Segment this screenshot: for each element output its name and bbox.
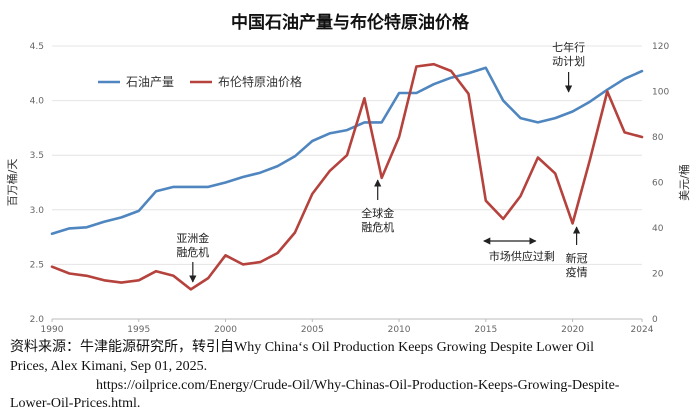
x-tick-label: 1995 [127,325,150,335]
x-tick-label: 2010 [388,325,411,335]
axes: 2.0 2.5 3.0 3.5 4.0 4.5 0 20 40 60 80 100 120 1990 199… [5,42,691,335]
series-line-2 [50,62,644,291]
x-tick-label: 1990 [41,325,64,335]
annotation-seven-year-plan-label: 七年行 [552,40,585,54]
legend-label-2: 布伦特原油价格 [218,74,302,89]
source-line-4: Lower-Oil-Prices.html. [10,396,141,411]
x-tick-label: 2015 [474,325,497,335]
y-right-axis-label: 美元/桶 [677,164,691,201]
annotation-asian-crisis-label: 亚洲金 [176,231,209,245]
annotation-seven-year-plan-label: 动计划 [552,55,585,68]
annotation-global-crisis-label: 融危机 [361,220,394,234]
y-left-tick-label: 3.5 [30,151,44,161]
source-line-3: https://oilprice.com/Energy/Crude-Oil/Wh… [96,378,620,393]
chart-title: 中国石油产量与布伦特原油价格 [231,13,469,33]
y-right-tick-label: 40 [652,224,664,234]
y-right-tick-label: 100 [652,88,669,98]
series-lines [50,62,644,291]
y-left-axis-label: 百万桶/天 [5,159,19,207]
y-left-tick-label: 2.0 [30,315,45,325]
legend-label-1: 石油产量 [126,75,174,89]
y-right-tick-label: 0 [652,315,658,325]
annotation-covid-label: 新冠 [566,251,588,265]
y-right-tick-label: 60 [652,179,664,189]
legend: 石油产量 布伦特原油价格 [98,74,302,89]
x-tick-label: 2000 [214,325,237,335]
x-tick-label: 2020 [561,325,584,335]
annotation-asian-crisis-label: 融危机 [176,245,209,259]
y-left-tick-label: 2.5 [30,260,44,270]
y-left-tick-label: 4.0 [30,97,45,107]
x-tick-label: 2005 [301,325,324,335]
y-left-tick-label: 4.5 [30,42,44,52]
x-tick-label: 2024 [631,325,654,335]
source-line-2: Prices, Alex Kimani, Sep 01, 2025. [10,359,208,374]
y-right-tick-label: 120 [652,42,669,52]
y-right-tick-label: 20 [652,270,664,280]
chart-canvas: 2.0 2.5 3.0 3.5 4.0 4.5 0 20 40 60 80 100 120 1990 199… [5,40,691,335]
annotation-oversupply-label: 市场供应过剩 [489,249,555,263]
y-right-tick-label: 80 [652,133,664,143]
source-line-1: 资料来源：牛津能源研究所，转引自Why China‘s Oil Producti… [10,340,595,355]
y-left-tick-label: 3.0 [30,206,45,216]
series-line-1 [50,66,644,236]
annotation-global-crisis-label: 全球金 [361,206,394,220]
annotation-covid-label: 疫情 [566,265,588,279]
